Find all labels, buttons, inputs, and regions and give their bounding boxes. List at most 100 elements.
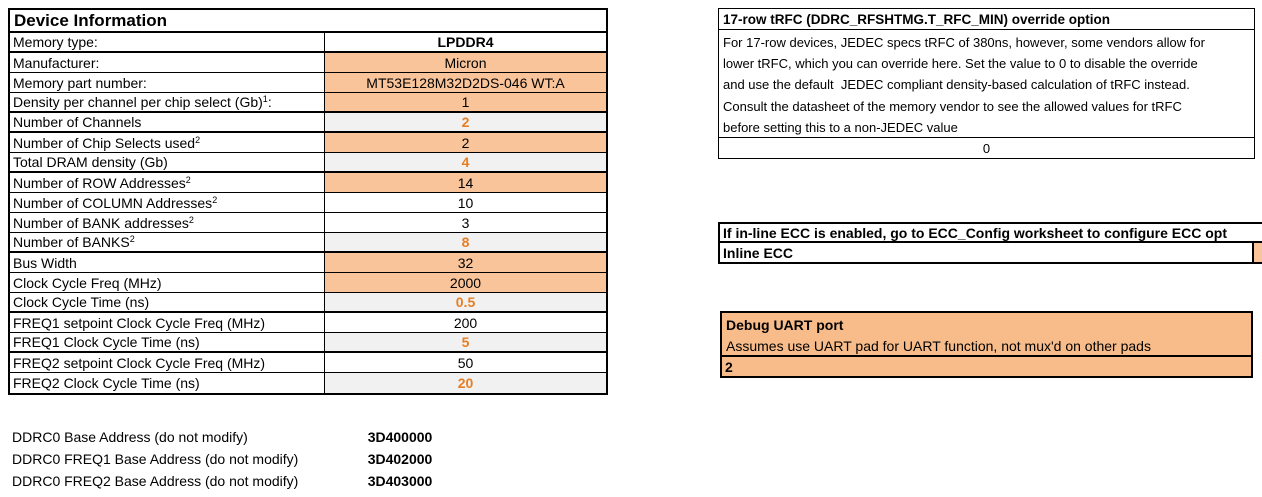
table-row: Number of Channels 2 — [10, 113, 606, 133]
row-label: Number of BANK addresses 2 — [10, 213, 325, 232]
table-row: FREQ1 setpoint Clock Cycle Freq (MHz) 20… — [10, 313, 606, 333]
base-address-label: DDRC0 Base Address (do not modify) — [12, 429, 248, 445]
base-address-value: 3D402000 — [367, 451, 433, 467]
table-row: Memory part number: MT53E128M32D2DS-046 … — [10, 73, 606, 93]
row-label-text: Number of COLUMN Addresses — [13, 194, 213, 211]
table-row: Memory type: LPDDR4 — [10, 33, 606, 53]
trfc-override-panel: 17-row tRFC (DDRC_RFSHTMG.T_RFC_MIN) ove… — [718, 8, 1255, 159]
table-row: Bus Width 32 — [10, 253, 606, 273]
table-row: Number of BANK addresses 2 3 — [10, 213, 606, 233]
row-label-superscript: 2 — [188, 214, 194, 225]
table-row: Number of BANKS 2 8 — [10, 233, 606, 253]
row-label-text: FREQ1 setpoint Clock Cycle Freq (MHz) — [13, 314, 266, 331]
row-value-cell[interactable]: 50 — [457, 354, 474, 371]
row-value-cell[interactable]: MT53E128M32D2DS-046 WT:A — [325, 73, 606, 92]
base-address-label: DDRC0 FREQ2 Base Address (do not modify) — [12, 473, 299, 489]
debug-uart-title: Debug UART port — [726, 317, 844, 333]
row-label-text: Number of Channels — [13, 114, 142, 130]
row-label: Clock Cycle Time (ns) — [10, 293, 325, 311]
row-value-cell[interactable]: 32 — [325, 253, 606, 272]
row-value-cell[interactable]: LPDDR4 — [437, 34, 494, 50]
row-value-cell[interactable]: 8 — [325, 233, 606, 251]
row-label-text: Number of BANK addresses — [13, 214, 189, 231]
row-label: FREQ2 setpoint Clock Cycle Freq (MHz) — [10, 353, 325, 372]
inline-ecc-row: Inline ECC — [720, 243, 1262, 262]
debug-uart-panel: Debug UART port Assumes use UART pad for… — [720, 311, 1253, 378]
row-label: Manufacturer: — [10, 53, 325, 72]
row-label: Density per channel per chip select (Gb)… — [10, 93, 325, 111]
trfc-description-line: before setting this to a non-JEDEC value — [723, 119, 958, 135]
table-row: FREQ2 setpoint Clock Cycle Freq (MHz) 50 — [10, 353, 606, 373]
row-label: FREQ1 Clock Cycle Time (ns) — [10, 333, 325, 351]
table-row: Manufacturer: Micron — [10, 53, 606, 73]
row-label: Total DRAM density (Gb) — [10, 153, 325, 171]
row-value-cell[interactable]: 14 — [325, 173, 606, 192]
base-address-row: DDRC0 FREQ1 Base Address (do not modify)… — [10, 448, 610, 470]
row-label-superscript: 1 — [262, 94, 268, 104]
row-label: Number of BANKS 2 — [10, 233, 325, 251]
row-label-superscript: 2 — [212, 194, 218, 205]
trfc-panel-title: 17-row tRFC (DDRC_RFSHTMG.T_RFC_MIN) ove… — [719, 9, 1254, 30]
inline-ecc-value-cell[interactable] — [1252, 243, 1262, 262]
row-label-text: Total DRAM density (Gb) — [13, 154, 168, 170]
row-label: Bus Width — [10, 253, 325, 272]
row-value-cell[interactable]: Micron — [325, 53, 606, 72]
row-label-superscript: 2 — [185, 174, 191, 185]
device-info-table: Device Information Memory type: LPDDR4 M… — [8, 8, 608, 395]
row-value-cell[interactable]: 2000 — [325, 273, 606, 292]
table-row: Number of COLUMN Addresses 2 10 — [10, 193, 606, 213]
table-row: Total DRAM density (Gb) 4 — [10, 153, 606, 173]
row-label: Number of Chip Selects used 2 — [10, 133, 325, 152]
debug-uart-value-cell[interactable]: 2 — [725, 358, 733, 375]
row-label-suffix: : — [267, 94, 272, 110]
base-address-list: DDRC0 Base Address (do not modify) 3D400… — [10, 426, 610, 492]
trfc-description-line: Consult the datasheet of the memory vend… — [723, 98, 1182, 114]
row-label-superscript: 2 — [195, 134, 201, 145]
row-label-text: Manufacturer: — [13, 54, 100, 71]
row-value-cell[interactable]: 2 — [325, 133, 606, 152]
row-label-text: Number of ROW Addresses — [13, 174, 186, 191]
inline-ecc-label: Inline ECC — [723, 244, 794, 261]
table-row: Number of Chip Selects used 2 2 — [10, 133, 606, 153]
row-label-text: Density per channel per chip select (Gb) — [13, 94, 263, 110]
trfc-description-line: lower tRFC, which you can override here.… — [723, 56, 1198, 72]
device-info-title: Device Information — [10, 10, 606, 33]
inline-ecc-panel: If in-line ECC is enabled, go to ECC_Con… — [718, 222, 1262, 264]
base-address-value: 3D400000 — [367, 429, 433, 445]
row-value-cell[interactable]: 5 — [325, 333, 606, 351]
row-value-cell[interactable]: 3 — [461, 214, 470, 231]
row-label-text: Memory part number: — [13, 74, 147, 91]
base-address-row: DDRC0 Base Address (do not modify) 3D400… — [10, 426, 610, 448]
row-label: Clock Cycle Freq (MHz) — [10, 273, 325, 292]
device-info-rows: Memory type: LPDDR4 Manufacturer: Micron… — [10, 33, 606, 393]
row-value-cell[interactable]: 20 — [325, 373, 606, 393]
trfc-override-value-cell[interactable]: 0 — [719, 137, 1254, 158]
base-address-value: 3D403000 — [367, 473, 433, 489]
row-label-text: Clock Cycle Time (ns) — [13, 294, 150, 310]
row-label-text: FREQ2 Clock Cycle Time (ns) — [13, 375, 200, 391]
row-value-cell[interactable]: 200 — [453, 314, 478, 331]
row-value-cell[interactable]: 0.5 — [325, 293, 606, 311]
debug-uart-description: Assumes use UART pad for UART function, … — [726, 338, 1151, 354]
row-label: Memory type: — [10, 33, 325, 51]
row-value-cell[interactable]: 4 — [325, 153, 606, 171]
row-label: FREQ1 setpoint Clock Cycle Freq (MHz) — [10, 313, 325, 332]
row-label-text: Number of Chip Selects used — [13, 134, 196, 151]
trfc-panel-description: For 17-row devices, JEDEC specs tRFC of … — [719, 30, 1254, 137]
base-address-label: DDRC0 FREQ1 Base Address (do not modify) — [12, 451, 299, 467]
row-label-text: Clock Cycle Freq (MHz) — [13, 274, 162, 291]
row-label: Number of ROW Addresses 2 — [10, 173, 325, 192]
table-row: Number of ROW Addresses 2 14 — [10, 173, 606, 193]
row-value-cell[interactable]: 10 — [457, 194, 474, 211]
row-label: Memory part number: — [10, 73, 325, 92]
table-row: FREQ1 Clock Cycle Time (ns) 5 — [10, 333, 606, 353]
ecc-panel-title: If in-line ECC is enabled, go to ECC_Con… — [720, 224, 1262, 243]
row-label: FREQ2 Clock Cycle Time (ns) — [10, 373, 325, 393]
row-value-cell[interactable]: 2 — [325, 113, 606, 131]
row-label: Number of Channels — [10, 113, 325, 131]
row-value-cell[interactable]: 1 — [325, 93, 606, 111]
table-row: Clock Cycle Freq (MHz) 2000 — [10, 273, 606, 293]
trfc-description-line: and use the default JEDEC compliant dens… — [723, 77, 1190, 93]
table-row: Clock Cycle Time (ns) 0.5 — [10, 293, 606, 313]
row-label-text: Memory type: — [13, 34, 98, 50]
